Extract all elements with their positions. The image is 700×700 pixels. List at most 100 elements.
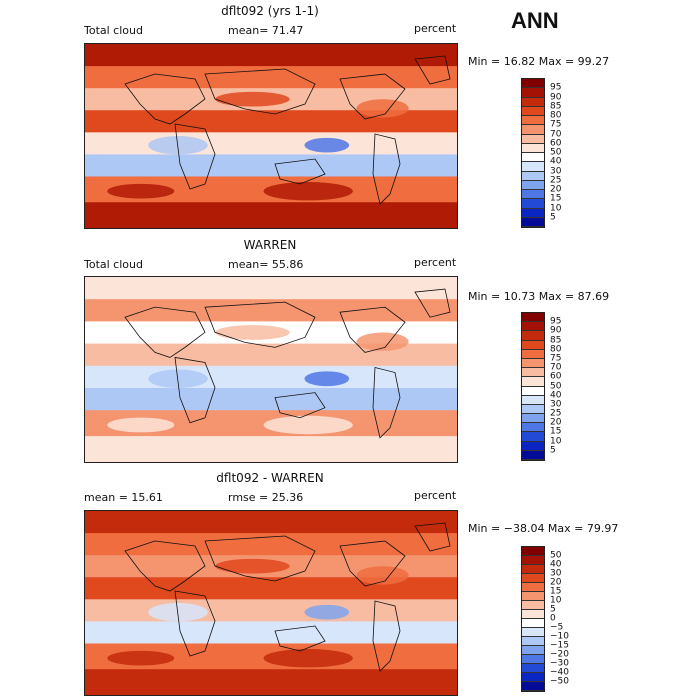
colorbar-tick-label: 20 [550, 417, 562, 428]
field-band [85, 511, 457, 535]
colorbar-swatch [522, 79, 544, 89]
colorbar-swatch [522, 162, 544, 172]
colorbar-tick-label: 15 [550, 193, 562, 204]
field-blob [304, 137, 350, 153]
field-band [85, 277, 457, 301]
coastline [372, 366, 401, 439]
colorbar-swatch [522, 134, 544, 144]
coastline [274, 392, 326, 419]
coastline [414, 288, 451, 318]
colorbar-swatch [522, 619, 544, 628]
field-band [85, 365, 457, 389]
colorbar-swatch [522, 414, 544, 424]
colorbar-swatch [522, 441, 544, 451]
coastline [372, 600, 401, 672]
colorbar-swatch [522, 628, 544, 637]
colorbar-tick-label: −5 [550, 622, 564, 633]
colorbar-swatch [522, 592, 544, 601]
colorbar-swatch [522, 646, 544, 655]
colorbar-tick-label: 25 [550, 408, 562, 419]
colorbar-tick-label: −30 [550, 658, 569, 669]
field-blob [356, 99, 409, 118]
colorbar-swatch [522, 565, 544, 574]
colorbar-tick-label: −20 [550, 649, 569, 660]
panel-3-title: dflt092 - WARREN [216, 471, 324, 485]
colorbar-tick-label: 30 [550, 166, 562, 176]
field-band [85, 599, 457, 623]
field-blob [215, 325, 290, 340]
colorbar-swatch [522, 190, 544, 200]
colorbar-swatch [522, 682, 544, 691]
colorbar-tick-label: 10 [550, 203, 562, 213]
colorbar-swatch [522, 386, 544, 396]
colorbar-tick-label: 0 [550, 613, 556, 624]
panel-3-map [84, 510, 458, 696]
field-band [85, 66, 457, 90]
colorbar-swatch [522, 450, 544, 460]
colorbar-swatch [522, 655, 544, 664]
colorbar-tick-label: −50 [550, 676, 569, 687]
colorbar-tick-label: 70 [550, 129, 562, 139]
coastline [124, 540, 206, 592]
colorbar-tick-label: 70 [550, 362, 562, 373]
colorbar-tick-label: 80 [550, 344, 562, 355]
field-blob [356, 566, 409, 585]
field-band [85, 343, 457, 367]
colorbar-swatch [522, 432, 544, 442]
panel-3-units: percent [414, 489, 457, 502]
colorbar-tick-label: 50 [550, 550, 562, 561]
field-blob [304, 604, 350, 620]
coastline [339, 73, 406, 120]
field-blob [304, 371, 350, 387]
panel-1-minmax: Min = 16.82 Max = 99.27 [468, 55, 610, 68]
panel-3-rmse: rmse = 25.36 [228, 491, 304, 504]
colorbar-tick-label: 50 [550, 381, 562, 391]
coastline [414, 55, 451, 85]
colorbar-swatch [522, 97, 544, 107]
colorbar-tick-label: 85 [550, 101, 562, 112]
panel-1-map-svg [85, 44, 457, 228]
panel-2-minmax: Min = 10.73 Max = 87.69 [468, 290, 610, 303]
colorbar-tick-label: 30 [550, 399, 562, 410]
colorbar-tick-label: 75 [550, 119, 562, 130]
field-band [85, 110, 457, 134]
field-band [85, 154, 457, 178]
field-band [85, 202, 457, 228]
season-label: ANN [511, 8, 559, 33]
coastline [372, 133, 401, 205]
colorbar-swatch [522, 217, 544, 227]
field-band [85, 44, 457, 68]
colorbar-tick-label: 75 [550, 353, 562, 364]
coastline [204, 68, 316, 115]
colorbar-swatch [522, 340, 544, 350]
colorbar-swatch [522, 88, 544, 98]
colorbar-tick-label: 95 [550, 82, 562, 93]
colorbar-swatch [522, 116, 544, 126]
colorbar-tick-label: 90 [550, 325, 562, 336]
colorbar-tick-label: −40 [550, 667, 569, 678]
field-blob [263, 182, 353, 201]
colorbar-tick-label: 15 [550, 426, 562, 437]
field-band [85, 299, 457, 323]
colorbar-tick-label: −10 [550, 631, 569, 642]
coastline [174, 356, 216, 424]
panel-2-mean: mean= 55.86 [228, 258, 304, 271]
panel-3-colorbar: 50 40 30 20 15 10 5 0 −5 −10 −15 −20 −30 −40 −50 [521, 546, 569, 692]
field-blob [215, 558, 290, 574]
panel-1-title: dflt092 (yrs 1-1) [221, 4, 319, 18]
colorbar-swatch [522, 143, 544, 153]
colorbar-swatch [522, 171, 544, 181]
colorbar-swatch [522, 673, 544, 682]
colorbar-tick-label: 10 [550, 595, 562, 606]
field-blob [263, 415, 353, 435]
colorbar-tick-label: 30 [550, 568, 562, 579]
panel-1-map [84, 43, 458, 229]
coastline [124, 306, 206, 358]
field-band [85, 533, 457, 557]
panel-2-units: percent [414, 256, 457, 269]
colorbar-tick-label: 40 [550, 559, 562, 570]
field-band [85, 132, 457, 156]
colorbar-swatch [522, 358, 544, 369]
colorbar-swatch [522, 331, 544, 341]
colorbar-tick-label: −15 [550, 640, 569, 651]
